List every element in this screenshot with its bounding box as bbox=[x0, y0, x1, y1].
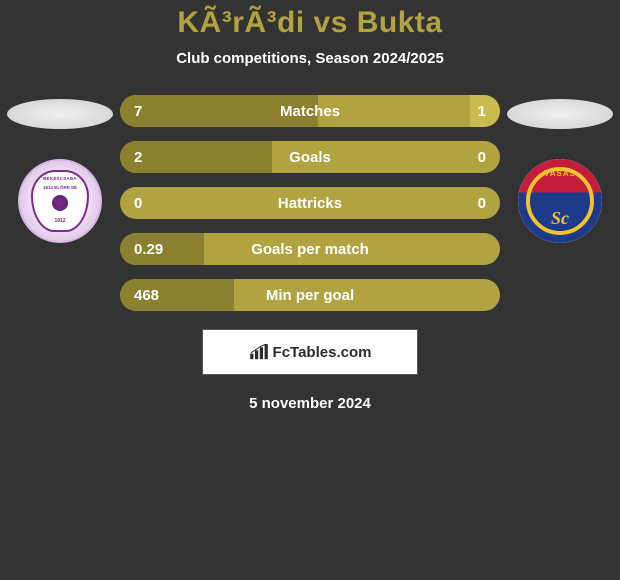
stat-bar: 0.29Goals per match bbox=[120, 233, 500, 265]
footer-date: 5 november 2024 bbox=[249, 395, 371, 412]
stat-bar: 0Hattricks0 bbox=[120, 187, 500, 219]
stat-bar: 468Min per goal bbox=[120, 279, 500, 311]
bar-chart-icon bbox=[249, 344, 269, 360]
stats-bars: 7Matches12Goals00Hattricks00.29Goals per… bbox=[120, 95, 500, 311]
stat-bar: 7Matches1 bbox=[120, 95, 500, 127]
bar-value-right: 0 bbox=[478, 149, 486, 166]
bar-label: Goals bbox=[120, 149, 500, 166]
left-side-col: 1912 ELŐRE SE bbox=[0, 95, 120, 243]
bar-label: Min per goal bbox=[120, 287, 500, 304]
main-row: 1912 ELŐRE SE 7Matches12Goals00Hattricks… bbox=[0, 95, 620, 311]
bar-label: Matches bbox=[120, 103, 500, 120]
bar-label: Goals per match bbox=[120, 241, 500, 258]
brand-text: FcTables.com bbox=[273, 344, 372, 361]
bar-label: Hattricks bbox=[120, 195, 500, 212]
stat-bar: 2Goals0 bbox=[120, 141, 500, 173]
club-logo-right-bottom-text: Sc bbox=[518, 208, 602, 229]
player-silhouette-left bbox=[7, 99, 113, 129]
bar-value-right: 1 bbox=[478, 103, 486, 120]
right-side-col: VASAS Sc bbox=[500, 95, 620, 243]
player-silhouette-right bbox=[507, 99, 613, 129]
club-logo-right: VASAS Sc bbox=[518, 159, 602, 243]
bar-value-right: 0 bbox=[478, 195, 486, 212]
club-logo-left: 1912 ELŐRE SE bbox=[18, 159, 102, 243]
page-title: KÃ³rÃ³di vs Bukta bbox=[177, 6, 442, 40]
brand-box[interactable]: FcTables.com bbox=[202, 329, 418, 375]
ball-icon bbox=[52, 195, 68, 211]
club-logo-left-inner: 1912 ELŐRE SE bbox=[31, 170, 89, 232]
club-logo-right-top-text: VASAS bbox=[518, 169, 602, 178]
page-subtitle: Club competitions, Season 2024/2025 bbox=[176, 50, 444, 67]
infographic-container: KÃ³rÃ³di vs Bukta Club competitions, Sea… bbox=[0, 0, 620, 412]
